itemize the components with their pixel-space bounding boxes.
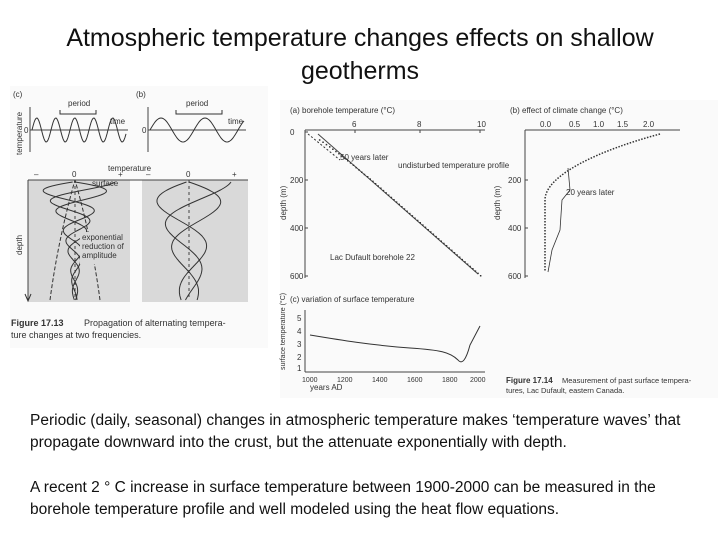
figure-label: 200 bbox=[508, 176, 522, 185]
caption-label: Figure 17.14 bbox=[506, 376, 553, 385]
figure-label: surface bbox=[92, 179, 119, 188]
figure-label: 5 bbox=[297, 314, 302, 323]
figure-label: 2000 bbox=[470, 377, 486, 384]
figure-label: period bbox=[68, 99, 90, 108]
period-bracket bbox=[59, 110, 97, 115]
figure-label: + bbox=[232, 170, 237, 179]
figure-label: (c) variation of surface temperature bbox=[290, 295, 415, 304]
figure-label: depth (m) bbox=[279, 185, 288, 220]
figure-label: temperature bbox=[15, 111, 24, 155]
figure-label: (b) effect of climate change (°C) bbox=[510, 106, 623, 115]
figure-label: 8 bbox=[417, 120, 422, 129]
figure-label: depth bbox=[15, 235, 24, 255]
caption: ture changes at two frequencies. bbox=[11, 330, 141, 340]
wave-curve bbox=[149, 117, 245, 143]
figure-label: 400 bbox=[508, 224, 522, 233]
figure-label: undisturbed temperature profile bbox=[398, 161, 510, 170]
figure-label: 200 bbox=[290, 176, 304, 185]
figure-label: 1.0 bbox=[593, 120, 605, 129]
figure-background bbox=[280, 100, 718, 398]
label-bg bbox=[80, 232, 128, 264]
slide-title: Atmospheric temperature changes effects … bbox=[66, 24, 654, 85]
figure-label: 0.0 bbox=[540, 120, 552, 129]
figure-label: 600 bbox=[508, 272, 522, 281]
figure-label: 4 bbox=[297, 327, 302, 336]
leader-line bbox=[307, 133, 341, 161]
damped-curve bbox=[156, 181, 208, 301]
figure-label: 1600 bbox=[407, 377, 423, 384]
paragraph: Periodic (daily, seasonal) changes in at… bbox=[30, 412, 681, 451]
figure-label: reduction of bbox=[82, 242, 125, 251]
figure-label: time bbox=[110, 117, 126, 126]
figure-label: 0.5 bbox=[569, 120, 581, 129]
soil-area bbox=[142, 180, 248, 302]
damped-curve bbox=[171, 181, 222, 301]
figure-label: (b) bbox=[136, 90, 146, 99]
figure-label: 0 bbox=[290, 128, 295, 137]
figure-label: exponential bbox=[82, 233, 123, 242]
arrow-head bbox=[24, 293, 32, 303]
temperature-curve bbox=[309, 325, 481, 363]
figure-label: period bbox=[186, 99, 208, 108]
figure-label: 0 bbox=[142, 126, 147, 135]
figure-label: – bbox=[146, 170, 151, 179]
damped-curve bbox=[42, 181, 95, 301]
figure-label: 0 bbox=[24, 126, 29, 135]
measurement-dots bbox=[318, 139, 482, 277]
figure-label: + bbox=[118, 170, 123, 179]
figure-label: – bbox=[34, 170, 39, 179]
damped-curve bbox=[49, 181, 116, 301]
envelope bbox=[49, 179, 76, 301]
figure-label: 2.0 bbox=[643, 120, 655, 129]
figure-label: temperature bbox=[108, 164, 152, 173]
figure-label: 20 years later bbox=[566, 188, 615, 197]
figure-label: 0 bbox=[186, 170, 191, 179]
wave-curve bbox=[31, 117, 127, 143]
figure-label: years AD bbox=[310, 383, 343, 392]
figure-label: 1200 bbox=[337, 377, 353, 384]
figure-label: depth (m) bbox=[493, 185, 502, 220]
figure-label: 1400 bbox=[372, 377, 388, 384]
figure-label: 1000 bbox=[302, 377, 318, 384]
climate-curve bbox=[544, 133, 661, 272]
damped-curve bbox=[164, 181, 232, 301]
figure-label: 400 bbox=[290, 224, 304, 233]
caption: Measurement of past surface tempera- bbox=[562, 376, 692, 385]
figure-label: 10 bbox=[477, 120, 486, 129]
figure-label: 6 bbox=[352, 120, 357, 129]
caption: tures, Lac Dufault, eastern Canada. bbox=[506, 386, 624, 395]
figure-label: 2 bbox=[297, 353, 302, 362]
figure-label: 1800 bbox=[442, 377, 458, 384]
figure-label: surface temperature (°C) bbox=[279, 293, 287, 370]
figure-label: 50 years later bbox=[340, 153, 389, 162]
figure-label: amplitude bbox=[82, 251, 117, 260]
caption: Propagation of alternating tempera- bbox=[84, 318, 226, 328]
figure-label: 1 bbox=[297, 364, 302, 373]
figure-label: 1.5 bbox=[617, 120, 629, 129]
figure-label: 3 bbox=[297, 340, 302, 349]
figure-label: 600 bbox=[290, 272, 304, 281]
climate-curve bbox=[547, 167, 571, 273]
caption-label: Figure 17.13 bbox=[11, 318, 64, 328]
figure-label: (c) bbox=[13, 90, 23, 99]
figure-label: Lac Dufault borehole 22 bbox=[330, 253, 416, 262]
figure-label: 0 bbox=[72, 170, 77, 179]
figure-label: time bbox=[228, 117, 244, 126]
period-bracket bbox=[175, 110, 223, 115]
paragraph: A recent 2 ° C increase in surface tempe… bbox=[30, 479, 656, 518]
figure-label: (a) borehole temperature (°C) bbox=[290, 106, 395, 115]
